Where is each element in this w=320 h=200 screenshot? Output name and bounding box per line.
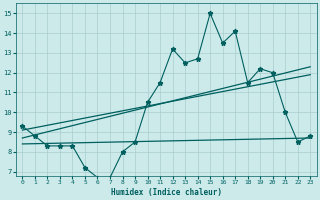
X-axis label: Humidex (Indice chaleur): Humidex (Indice chaleur): [111, 188, 222, 197]
